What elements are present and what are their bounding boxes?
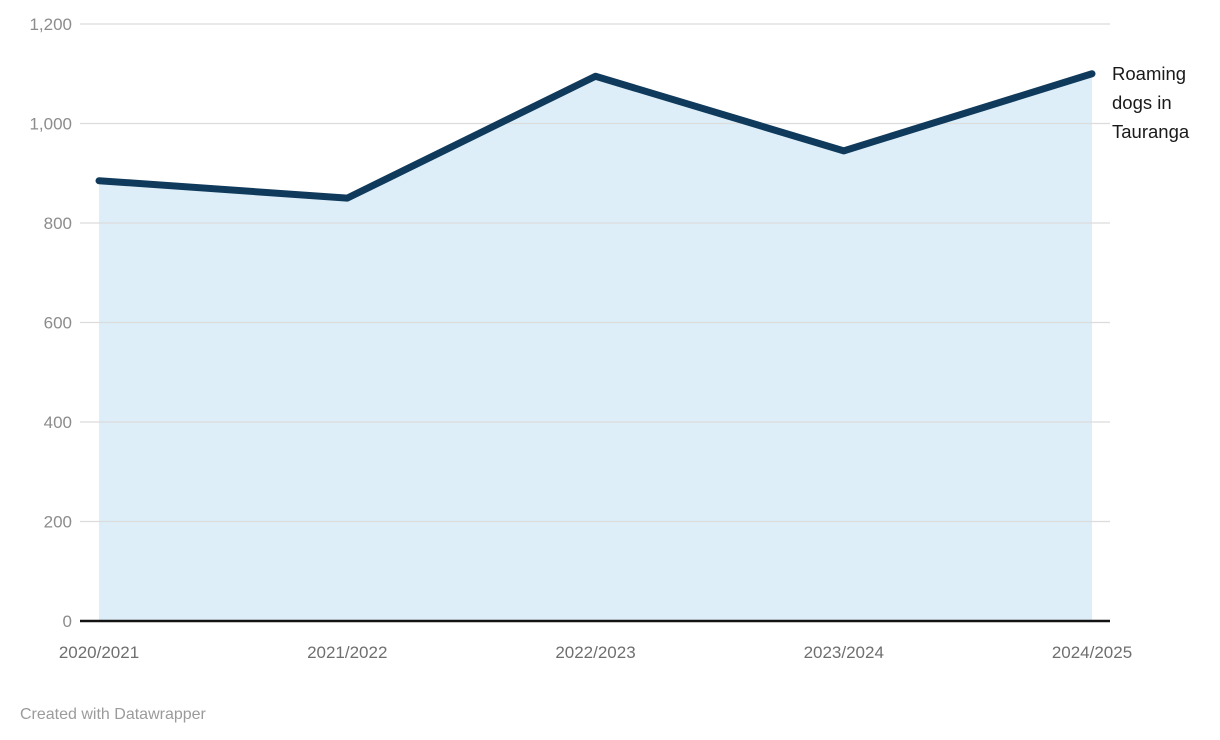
series-direct-label-line: dogs in	[1112, 92, 1172, 113]
y-tick-label: 200	[44, 513, 72, 532]
x-tick-label: 2024/2025	[1052, 643, 1132, 662]
x-tick-label: 2020/2021	[59, 643, 139, 662]
y-tick-label: 0	[63, 612, 72, 631]
x-tick-label: 2021/2022	[307, 643, 387, 662]
y-tick-label: 400	[44, 413, 72, 432]
datawrapper-credit-link[interactable]: Created with Datawrapper	[20, 706, 206, 723]
y-tick-label: 1,200	[29, 15, 72, 34]
data-line	[95, 70, 1096, 202]
y-tick-label: 1,000	[29, 115, 72, 134]
series-direct-label-line: Roaming	[1112, 63, 1186, 84]
series-direct-label-line: Tauranga	[1112, 121, 1190, 142]
chart-container: 0 200 400 600 800 1,000 1,200 2020/2021 2021/202…	[29, 15, 1190, 662]
x-tick-label: 2022/2023	[555, 643, 635, 662]
y-tick-label: 600	[44, 314, 72, 333]
series-direct-label: Roaming dogs in Tauranga	[1112, 63, 1190, 142]
area-fill	[99, 73, 1092, 621]
y-tick-label: 800	[44, 214, 72, 233]
x-tick-label: 2023/2024	[804, 643, 884, 662]
area-line-chart: 0 200 400 600 800 1,000 1,200 2020/2021 2021/202…	[29, 15, 1190, 662]
